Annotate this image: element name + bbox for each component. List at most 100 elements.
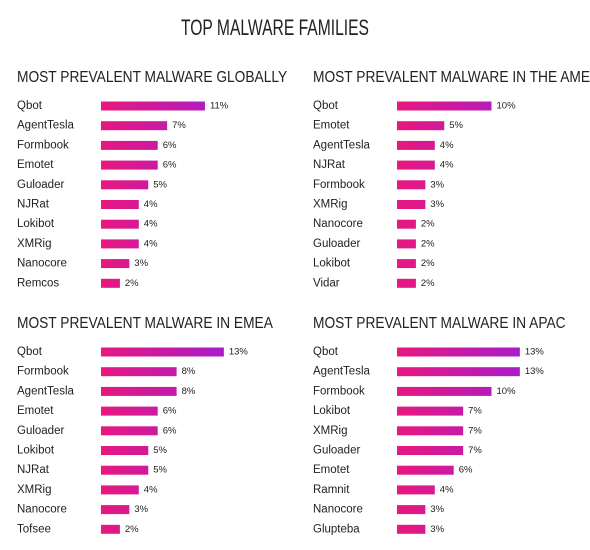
category-label: Nanocore <box>313 218 363 230</box>
value-label: 8% <box>182 366 196 377</box>
bar <box>397 406 464 416</box>
bar <box>101 259 130 269</box>
value-label: 13% <box>229 347 249 358</box>
bar <box>397 386 492 396</box>
bar <box>397 347 520 357</box>
value-label: 4% <box>144 484 158 495</box>
category-label: Lokibot <box>313 258 351 270</box>
value-label: 4% <box>440 140 454 151</box>
bar <box>397 200 426 209</box>
category-label: Guloader <box>313 238 360 250</box>
value-label: 4% <box>440 160 454 171</box>
value-label: 3% <box>430 504 444 515</box>
value-label: 6% <box>163 160 177 171</box>
value-label: 8% <box>182 386 196 397</box>
category-label: AgentTesla <box>17 385 75 397</box>
category-label: Formbook <box>313 385 365 397</box>
category-label: Nanocore <box>313 504 363 516</box>
value-label: 7% <box>172 120 186 131</box>
bar <box>397 426 464 436</box>
panel-title: MOST PREVALENT MALWARE IN THE AMERICAS <box>313 68 590 86</box>
category-label: Qbot <box>17 100 43 112</box>
category-label: Guloader <box>313 445 360 457</box>
category-label: NJRat <box>313 159 346 171</box>
bar <box>101 180 149 190</box>
value-label: 2% <box>421 258 435 269</box>
value-label: 6% <box>163 406 177 417</box>
bar <box>397 485 435 495</box>
bar <box>397 278 416 288</box>
bar <box>101 278 120 288</box>
category-label: Guloader <box>17 425 64 437</box>
bar <box>397 259 416 269</box>
category-label: Qbot <box>17 346 43 358</box>
value-label: 7% <box>468 445 482 456</box>
bar <box>397 505 426 515</box>
value-label: 10% <box>497 101 517 112</box>
value-label: 10% <box>497 386 517 397</box>
category-label: Remcos <box>17 277 59 289</box>
category-label: Qbot <box>313 346 339 358</box>
value-label: 6% <box>459 465 473 476</box>
value-label: 3% <box>134 504 148 515</box>
bar <box>101 160 158 170</box>
bar <box>101 121 168 131</box>
value-label: 11% <box>210 101 229 112</box>
category-label: NJRat <box>17 199 50 211</box>
value-label: 3% <box>134 258 148 269</box>
category-label: AgentTesla <box>313 366 371 378</box>
category-label: Nanocore <box>17 258 67 270</box>
value-label: 2% <box>421 219 435 230</box>
category-label: Lokibot <box>17 445 55 457</box>
category-label: Glupteba <box>313 523 360 535</box>
category-label: Formbook <box>17 139 69 151</box>
panel-title: MOST PREVALENT MALWARE IN EMEA <box>17 314 273 332</box>
category-label: Nanocore <box>17 504 67 516</box>
category-label: Guloader <box>17 179 64 191</box>
value-label: 2% <box>125 524 139 535</box>
value-label: 3% <box>430 199 444 210</box>
category-label: XMRig <box>313 425 348 437</box>
bar <box>101 406 158 416</box>
category-label: Lokibot <box>313 405 351 417</box>
bar <box>397 465 454 475</box>
category-label: XMRig <box>313 199 348 211</box>
bar <box>101 239 139 249</box>
category-label: AgentTesla <box>17 120 75 132</box>
category-label: XMRig <box>17 484 52 496</box>
category-label: NJRat <box>17 464 50 476</box>
value-label: 4% <box>144 238 158 249</box>
bar <box>101 485 139 495</box>
category-label: Emotet <box>313 464 350 476</box>
category-label: Tofsee <box>17 523 51 535</box>
value-label: 2% <box>125 278 139 289</box>
value-label: 5% <box>153 465 167 476</box>
bar <box>101 101 205 111</box>
bar <box>101 426 158 436</box>
value-label: 2% <box>421 278 435 289</box>
bar <box>397 367 520 377</box>
value-label: 7% <box>468 406 482 417</box>
bar <box>101 347 224 357</box>
value-label: 5% <box>153 445 167 456</box>
value-label: 4% <box>440 484 454 495</box>
bar <box>101 505 130 515</box>
bar <box>397 180 426 190</box>
panel-title: MOST PREVALENT MALWARE IN APAC <box>313 314 566 332</box>
bar <box>397 121 445 131</box>
category-label: Formbook <box>313 179 365 191</box>
category-label: XMRig <box>17 238 52 250</box>
value-label: 13% <box>525 347 545 358</box>
bar <box>397 140 435 150</box>
panel-title: MOST PREVALENT MALWARE GLOBALLY <box>17 68 287 86</box>
category-label: Emotet <box>17 405 54 417</box>
value-label: 6% <box>163 140 177 151</box>
main-title: TOP MALWARE FAMILIES <box>181 15 369 40</box>
category-label: Lokibot <box>17 218 55 230</box>
value-label: 13% <box>525 366 545 377</box>
bar <box>101 367 177 377</box>
value-label: 3% <box>430 179 444 190</box>
category-label: Ramnit <box>313 484 350 496</box>
